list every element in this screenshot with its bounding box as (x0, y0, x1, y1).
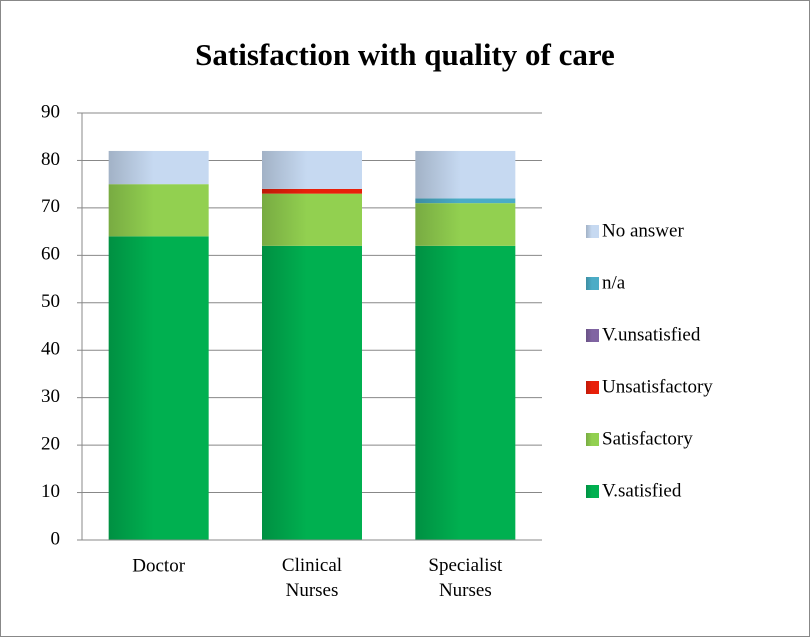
legend-swatch (586, 277, 599, 290)
bar-segment (262, 150, 362, 189)
bar-segment (415, 203, 516, 246)
bar-segment (108, 150, 209, 185)
legend-label: Satisfactory (602, 428, 693, 449)
y-tick-label: 40 (41, 339, 60, 360)
y-tick-label: 60 (41, 244, 60, 265)
legend-swatch (586, 381, 599, 394)
legend-label: V.unsatisfied (602, 324, 701, 345)
bar-segment (415, 198, 516, 204)
legend-label: Unsatisfactory (602, 376, 713, 397)
bar-segment (108, 184, 209, 237)
y-tick-label: 70 (41, 196, 60, 217)
y-tick-label: 20 (41, 433, 60, 454)
bar-segment (415, 150, 516, 199)
bar-segment (262, 245, 362, 540)
y-tick-label: 90 (41, 101, 60, 122)
x-tick-label: Doctor (132, 555, 185, 576)
legend-label: n/a (602, 272, 626, 293)
y-tick-label: 10 (41, 481, 60, 502)
y-tick-label: 30 (41, 386, 60, 407)
x-tick-label: Clinical Nurses (282, 555, 342, 601)
bar-segment (262, 193, 362, 246)
legend-label: V.satisfied (602, 480, 682, 501)
y-tick-label: 50 (41, 291, 60, 312)
bar-segment (262, 188, 362, 194)
legend-swatch (586, 225, 599, 238)
x-tick-label: Specialist Nurses (428, 555, 503, 601)
bar-segment (415, 245, 516, 540)
chart-title: Satisfaction with quality of care (195, 37, 615, 72)
y-tick-label: 80 (41, 149, 60, 170)
legend-swatch (586, 329, 599, 342)
y-tick-label: 0 (51, 528, 61, 549)
bar-segment (108, 236, 209, 540)
legend-label: No answer (602, 220, 684, 241)
legend-swatch (586, 485, 599, 498)
legend-swatch (586, 433, 599, 446)
